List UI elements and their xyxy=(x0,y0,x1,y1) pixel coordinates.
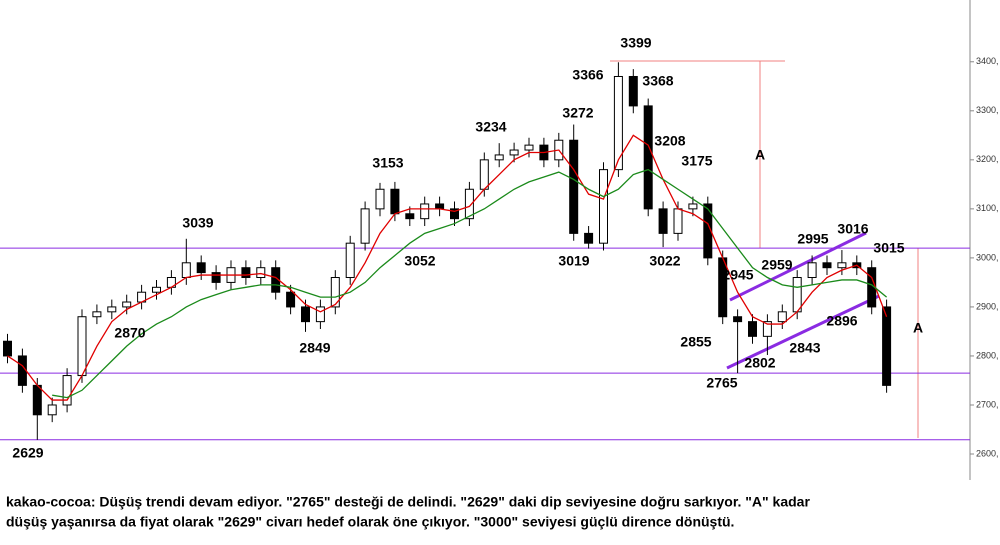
y-tick-label: 2600, xyxy=(976,448,999,458)
candle-body xyxy=(256,267,266,279)
price-annotation: 3272 xyxy=(562,105,593,121)
price-annotation: 3016 xyxy=(837,221,868,237)
channel-line xyxy=(729,231,867,302)
price-annotation: 2959 xyxy=(761,257,792,273)
candle-body xyxy=(464,188,474,220)
y-tick-label: 3200, xyxy=(976,154,999,164)
price-annotation: 3039 xyxy=(182,215,213,231)
candle-body xyxy=(17,355,27,386)
price-annotation: 2802 xyxy=(744,355,775,371)
price-annotation: 3399 xyxy=(620,35,651,51)
candle-body xyxy=(360,208,370,244)
price-annotation: 2843 xyxy=(789,340,820,356)
caption: kakao-cocoa: Düşüş trendi devam ediyor. … xyxy=(6,494,810,510)
candle-body xyxy=(196,262,206,274)
price-annotation: 3175 xyxy=(681,153,712,169)
candle-body xyxy=(524,144,534,151)
candle-body xyxy=(330,277,340,308)
candle-body xyxy=(345,242,355,279)
candle-body xyxy=(703,203,713,259)
price-annotation: 2849 xyxy=(299,340,330,356)
candle-body xyxy=(509,149,519,156)
y-tick-label: 3300, xyxy=(976,105,999,115)
candle-body xyxy=(375,188,385,210)
candle-body xyxy=(420,203,430,220)
price-annotation: 3208 xyxy=(654,133,685,149)
candle-body xyxy=(62,375,72,406)
price-annotation: 3153 xyxy=(372,155,403,171)
price-annotation: 3368 xyxy=(642,73,673,89)
candle-body xyxy=(807,262,817,279)
measure-label: A xyxy=(913,320,923,336)
caption: düşüş yaşanırsa da fiyat olarak "2629" c… xyxy=(6,514,734,530)
candle-body xyxy=(748,321,757,337)
channel-line xyxy=(726,294,880,370)
candle-body xyxy=(315,306,325,323)
y-tick-label: 2900, xyxy=(976,301,999,311)
candle-body xyxy=(837,262,847,269)
moving-average xyxy=(52,168,888,399)
y-tick-label: 2800, xyxy=(976,350,999,360)
price-annotation: 2870 xyxy=(114,325,145,341)
price-annotation: 3022 xyxy=(649,253,680,269)
candle-body xyxy=(569,139,579,234)
candle-body xyxy=(152,286,161,293)
candle-body xyxy=(733,316,743,323)
price-annotation: 2945 xyxy=(722,267,753,283)
price-annotation: 2765 xyxy=(706,375,737,391)
candle-body xyxy=(47,404,57,416)
candle-body xyxy=(435,203,445,210)
candle-body xyxy=(286,291,296,308)
candle-body xyxy=(673,208,683,234)
candle-body xyxy=(77,316,87,377)
candle-body xyxy=(762,321,772,337)
price-annotation: 2629 xyxy=(12,445,43,461)
candle-body xyxy=(599,169,608,244)
candle-body xyxy=(688,203,698,210)
candle-body xyxy=(792,277,802,313)
price-annotation: 2855 xyxy=(680,334,711,350)
candle-body xyxy=(450,208,459,220)
candle-body xyxy=(882,306,892,386)
candle-body xyxy=(822,262,832,269)
candle-body xyxy=(613,75,623,171)
candle-body xyxy=(122,301,132,308)
candle-body xyxy=(32,384,42,416)
candle-body xyxy=(405,213,415,220)
measure-lines xyxy=(610,60,919,438)
candle-body xyxy=(479,159,489,190)
candle-body xyxy=(494,154,504,161)
y-tick-label: 2700, xyxy=(976,399,999,409)
price-annotation: 3019 xyxy=(558,253,589,269)
moving-average xyxy=(7,134,888,401)
y-tick-label: 3400, xyxy=(976,56,999,66)
y-tick-label: 3000, xyxy=(976,252,999,262)
candle-body xyxy=(211,272,221,283)
candle-body xyxy=(584,232,594,244)
candle-body xyxy=(643,105,653,210)
y-tick-label: 3100, xyxy=(976,203,999,213)
candle-body xyxy=(241,267,251,279)
price-annotation: 2995 xyxy=(797,231,828,247)
candle-body xyxy=(301,306,310,323)
price-annotation: 3234 xyxy=(475,119,506,135)
measure-label: A xyxy=(755,147,765,163)
candle-body xyxy=(390,188,400,215)
price-annotation: 3015 xyxy=(873,240,904,256)
candle-body xyxy=(3,340,12,357)
candle-body xyxy=(181,262,191,279)
price-annotation: 2896 xyxy=(826,313,857,329)
candle-body xyxy=(628,75,638,107)
candle-body xyxy=(777,311,787,323)
candle-body xyxy=(107,306,117,313)
candle-body xyxy=(92,311,102,318)
candle-body xyxy=(658,208,668,234)
price-annotation: 3366 xyxy=(572,67,603,83)
price-annotation: 3052 xyxy=(404,253,435,269)
